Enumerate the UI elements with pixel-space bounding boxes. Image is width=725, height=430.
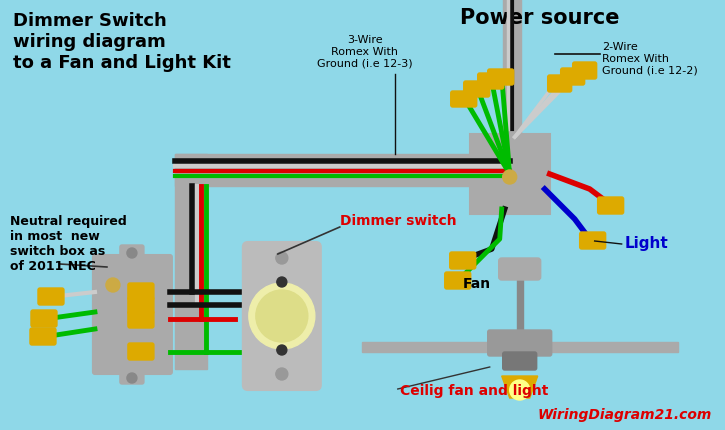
- Text: WiringDiagram21.com: WiringDiagram21.com: [537, 407, 711, 421]
- FancyBboxPatch shape: [128, 297, 154, 314]
- FancyBboxPatch shape: [450, 252, 476, 269]
- FancyBboxPatch shape: [502, 352, 536, 370]
- Circle shape: [276, 252, 288, 264]
- Circle shape: [106, 278, 120, 292]
- Circle shape: [127, 249, 137, 258]
- Circle shape: [277, 277, 287, 287]
- Circle shape: [276, 368, 288, 380]
- FancyBboxPatch shape: [128, 311, 154, 328]
- Circle shape: [256, 290, 308, 342]
- Bar: [517, 277, 523, 332]
- Bar: [547, 342, 678, 352]
- FancyBboxPatch shape: [547, 76, 572, 93]
- Polygon shape: [502, 376, 538, 398]
- FancyBboxPatch shape: [488, 70, 514, 86]
- Text: Neutral required
in most  new
switch box as
of 2011 NEC: Neutral required in most new switch box …: [10, 215, 127, 272]
- FancyBboxPatch shape: [488, 330, 552, 356]
- Text: Fan: Fan: [463, 276, 491, 290]
- Bar: [362, 342, 492, 352]
- FancyBboxPatch shape: [31, 310, 57, 327]
- Circle shape: [127, 373, 137, 383]
- FancyBboxPatch shape: [573, 63, 597, 80]
- Circle shape: [277, 345, 287, 355]
- Bar: [470, 135, 550, 215]
- Text: Dimmer Switch
wiring diagram
to a Fan and Light Kit: Dimmer Switch wiring diagram to a Fan an…: [13, 12, 231, 71]
- FancyBboxPatch shape: [464, 82, 489, 98]
- Circle shape: [510, 380, 530, 400]
- Text: 2-Wire
Romex With
Ground (i.e 12-2): 2-Wire Romex With Ground (i.e 12-2): [602, 42, 697, 75]
- Text: 3-Wire
Romex With
Ground (i.e 12-3): 3-Wire Romex With Ground (i.e 12-3): [317, 35, 413, 68]
- FancyBboxPatch shape: [478, 74, 504, 90]
- Bar: [175, 155, 207, 369]
- FancyBboxPatch shape: [444, 272, 471, 289]
- FancyBboxPatch shape: [120, 246, 144, 261]
- FancyBboxPatch shape: [243, 243, 320, 390]
- FancyBboxPatch shape: [38, 289, 64, 305]
- FancyBboxPatch shape: [580, 233, 605, 249]
- FancyBboxPatch shape: [30, 328, 56, 345]
- FancyBboxPatch shape: [499, 258, 541, 280]
- Text: Ceilig fan and light: Ceilig fan and light: [399, 383, 548, 397]
- FancyBboxPatch shape: [451, 92, 477, 108]
- Circle shape: [249, 283, 315, 349]
- FancyBboxPatch shape: [128, 343, 154, 360]
- FancyBboxPatch shape: [128, 283, 154, 300]
- Bar: [175, 155, 515, 187]
- Text: Dimmer switch: Dimmer switch: [340, 214, 457, 227]
- Circle shape: [502, 171, 517, 184]
- FancyBboxPatch shape: [597, 197, 624, 215]
- FancyBboxPatch shape: [93, 255, 172, 374]
- FancyBboxPatch shape: [560, 69, 584, 86]
- Text: Light: Light: [625, 236, 668, 250]
- Bar: [502, 0, 521, 135]
- FancyBboxPatch shape: [120, 368, 144, 384]
- Text: Power source: Power source: [460, 8, 619, 28]
